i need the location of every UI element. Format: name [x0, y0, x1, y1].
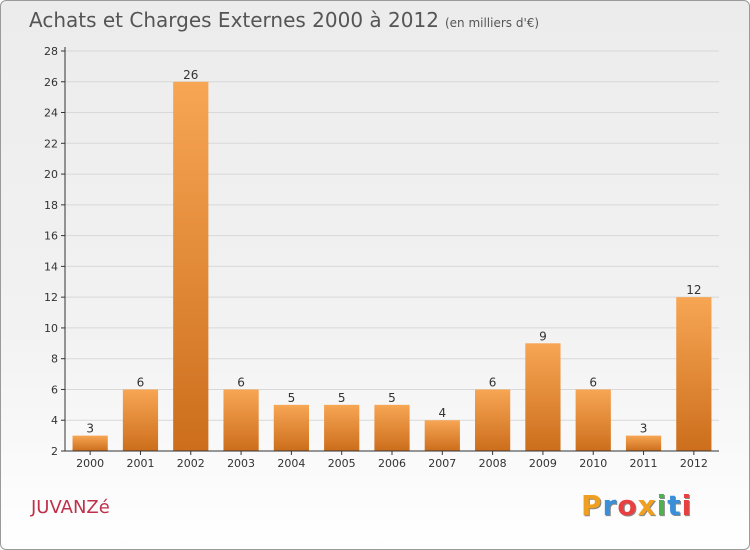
y-tick-label: 14: [44, 260, 58, 273]
x-tick-label: 2007: [428, 457, 456, 470]
x-tick-label: 2002: [177, 457, 205, 470]
x-tick-label: 2009: [529, 457, 557, 470]
chart-title-text: Achats et Charges Externes 2000 à 2012: [29, 8, 439, 32]
logo-letter: P: [581, 489, 603, 522]
chart-title: Achats et Charges Externes 2000 à 2012 (e…: [29, 8, 539, 32]
data-label: 6: [137, 375, 145, 389]
x-tick-label: 2010: [579, 457, 607, 470]
x-tick-label: 2006: [378, 457, 406, 470]
bar-2000[interactable]: [72, 435, 108, 451]
x-tick-label: 2004: [277, 457, 305, 470]
data-label: 9: [539, 329, 547, 343]
x-tick-label: 2000: [76, 457, 104, 470]
bar-2010[interactable]: [575, 389, 611, 451]
data-label: 5: [388, 391, 396, 405]
bar-2009[interactable]: [525, 343, 561, 451]
y-tick-label: 12: [44, 291, 58, 304]
y-tick-label: 16: [44, 230, 58, 243]
y-tick-label: 18: [44, 199, 58, 212]
bar-2002[interactable]: [173, 81, 209, 452]
y-tick-label: 6: [51, 383, 58, 396]
logo-letter: t: [667, 489, 682, 522]
logo-letter: i: [681, 489, 693, 522]
y-tick-label: 2: [51, 445, 58, 458]
y-tick-label: 10: [44, 322, 58, 335]
logo-letter: o: [617, 489, 638, 522]
data-label: 5: [338, 391, 346, 405]
y-tick-label: 20: [44, 168, 58, 181]
data-label: 5: [288, 391, 296, 405]
bar-2001[interactable]: [122, 389, 159, 451]
data-label: 6: [589, 375, 597, 389]
y-tick-label: 24: [44, 107, 58, 120]
y-tick-label: 8: [51, 353, 58, 366]
x-tick-label: 2003: [227, 457, 255, 470]
bar-2003[interactable]: [223, 389, 259, 451]
data-label: 6: [237, 375, 245, 389]
bar-2006[interactable]: [374, 404, 410, 451]
y-tick-label: 28: [44, 45, 58, 58]
logo-letter: r: [602, 489, 618, 522]
bar-2004[interactable]: [273, 404, 309, 451]
x-tick-label: 2011: [630, 457, 658, 470]
data-label: 6: [489, 375, 497, 389]
logo-letter: x: [637, 489, 657, 522]
y-tick-label: 26: [44, 76, 58, 89]
x-tick-label: 2008: [479, 457, 507, 470]
x-tick-label: 2012: [680, 457, 708, 470]
x-tick-label: 2001: [126, 457, 154, 470]
bar-2012[interactable]: [676, 297, 712, 451]
bar-2008[interactable]: [475, 389, 511, 451]
x-tick-label: 2005: [328, 457, 356, 470]
data-label: 4: [438, 406, 446, 420]
data-label: 26: [183, 68, 198, 82]
bars: 3 6 26 6 5 5 5 4 6 9 6 3 12: [72, 68, 712, 452]
bar-2007[interactable]: [424, 420, 460, 451]
data-label: 12: [686, 283, 701, 297]
y-tick-label: 22: [44, 137, 58, 150]
commune-name: JUVANZé: [31, 497, 110, 518]
data-label: 3: [86, 422, 94, 436]
y-tick-label: 4: [51, 414, 58, 427]
logo-letter: i: [656, 489, 668, 522]
proxiti-logo[interactable]: Proxiti: [581, 489, 692, 522]
data-label: 3: [640, 422, 648, 436]
bar-2011[interactable]: [625, 435, 662, 451]
bar-2005[interactable]: [324, 404, 360, 451]
chart-subtitle: (en milliers d'€): [444, 16, 540, 30]
